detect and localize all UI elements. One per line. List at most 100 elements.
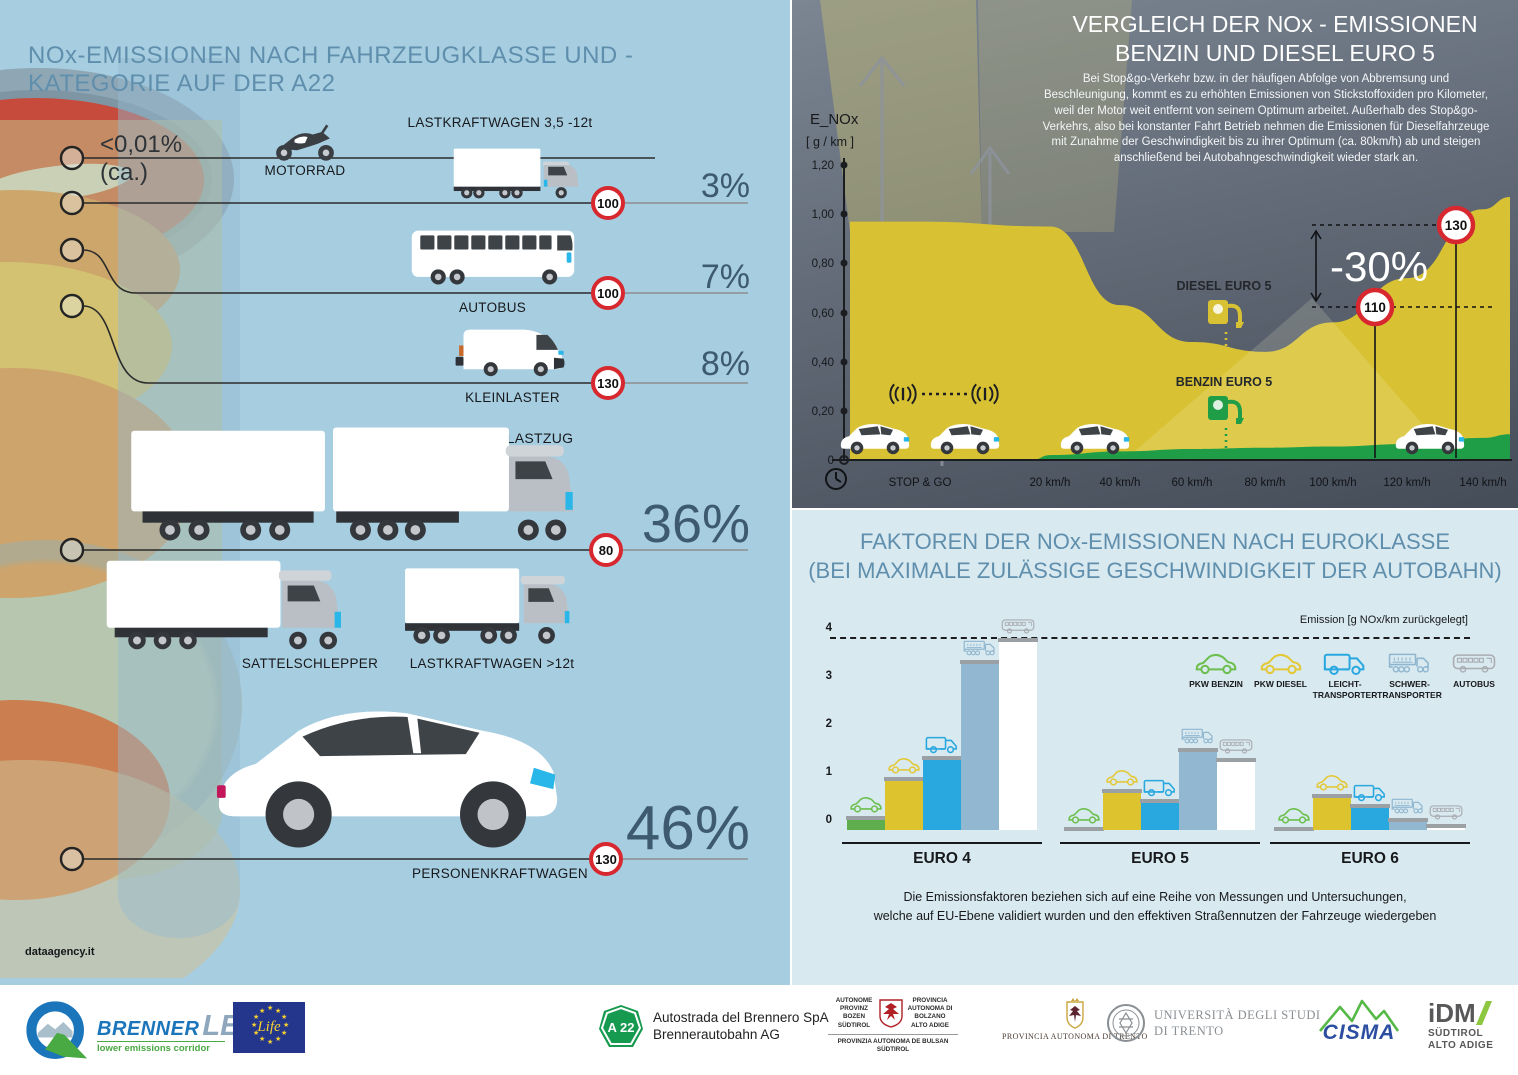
diesel-series-label: DIESEL EURO 5 [1177, 279, 1272, 293]
svg-text:130: 130 [1445, 218, 1468, 233]
svg-text:★: ★ [281, 1013, 287, 1021]
clock-icon [825, 468, 847, 490]
svg-text:★: ★ [253, 1029, 259, 1037]
svg-text:1,20: 1,20 [812, 160, 834, 172]
lastzug-share: 36% [641, 494, 750, 554]
svg-text:120 km/h: 120 km/h [1383, 477, 1430, 489]
svg-text:140 km/h: 140 km/h [1459, 477, 1506, 489]
speed-emission-chart: E_NOx [ g / km ] 1,20 1,00 0,80 0,60 0,4… [806, 0, 1512, 490]
tempolimit-130-sign: 130 [591, 366, 625, 400]
euroclass-factors-panel: FAKTOREN DER NOx-EMISSIONEN NACH EUROKLA… [792, 510, 1518, 985]
factors-axis-note: Emission [g NOx/km zurückgelegt] [1299, 614, 1468, 626]
y-axis-title: E_NOx [810, 111, 859, 128]
bar-schwer-transporter-euro5 [1178, 725, 1218, 830]
factors-legend: PKW BENZIN PKW DIESEL LEICHT-TRANSPORTER… [1184, 650, 1506, 700]
unitn-seal-icon [1107, 1004, 1145, 1042]
cisma-logo: CISMA [1318, 999, 1400, 1045]
brennerlec-logo: BRENNER LEC lower emissions corridor [25, 1000, 260, 1064]
legend-autobus: AUTOBUS [1442, 650, 1506, 700]
x-tick-labels: STOP & GO 20 km/h 40 km/h 60 km/h 80 km/… [889, 477, 1507, 489]
truck-outline-icon [1391, 795, 1425, 817]
tempolimit-100-sign: 100 [591, 186, 625, 220]
svg-text:★: ★ [283, 1021, 289, 1029]
bar-leicht-transporter-euro4 [922, 733, 962, 830]
bar-pkw-diesel-euro6 [1312, 771, 1352, 830]
pkw-label: PERSONENKRAFTWAGEN [412, 866, 588, 881]
bar-pkw-benzin-euro6 [1274, 804, 1314, 832]
svg-text:★: ★ [251, 1021, 257, 1029]
car-outline-icon [1277, 804, 1311, 826]
bus-outline-icon [1429, 801, 1463, 823]
motorrad-share: <0,01% (ca.) [100, 131, 183, 186]
euro5-label: EURO 5 [1131, 850, 1189, 867]
svg-text:★: ★ [259, 1035, 265, 1043]
eu-life-flag-icon: ★ ★★★ ★★★★ ★★★★ Life [233, 1002, 305, 1053]
kleinlaster-share: 8% [700, 345, 750, 383]
svg-text:20 km/h: 20 km/h [1030, 477, 1071, 489]
bus-outline-icon [1001, 615, 1035, 637]
tempolimit-130-sign-2: 130 [589, 842, 623, 876]
car-outline-icon [1105, 766, 1139, 788]
bar-schwer-transporter-euro6 [1388, 795, 1428, 830]
bar-pkw-benzin-euro4 [846, 793, 886, 830]
cisma-mountains-icon [1319, 999, 1400, 1032]
svg-text:★: ★ [259, 1007, 265, 1015]
connector-lines [59, 145, 748, 872]
svg-text:★: ★ [275, 1035, 281, 1043]
svg-text:Life: Life [256, 1019, 281, 1035]
truck-outline-icon [1388, 650, 1432, 676]
diesel-benzin-comparison-panel: E_NOx [ g / km ] 1,20 1,00 0,80 0,60 0,4… [792, 0, 1518, 508]
svg-text:★: ★ [267, 1004, 273, 1012]
lastzug-illustration [131, 427, 574, 541]
pkw-illustration [216, 711, 558, 848]
svg-text:STOP & GO: STOP & GO [889, 477, 952, 489]
svg-text:0,20: 0,20 [812, 406, 834, 418]
svg-text:1,00: 1,00 [812, 209, 834, 221]
factors-title: FAKTOREN DER NOx-EMISSIONEN NACH EUROKLA… [808, 529, 1502, 583]
kleinlaster-illustration [455, 329, 565, 377]
bolzano-crest-icon [879, 999, 903, 1029]
tempolimit-110-sign: 110 [1355, 287, 1395, 327]
car-outline-icon [1194, 650, 1238, 676]
lkw-gross-label: LASTKRAFTWAGEN >12t [409, 656, 575, 671]
sattelschlepper-label: SATTELSCHLEPPER [241, 656, 379, 671]
legend-schwer-transporter: SCHWER-TRANSPORTER [1377, 650, 1442, 700]
bar-autobus-euro4 [998, 615, 1038, 830]
lkw-klein-label: LASTKRAFTWAGEN 3,5 -12t [407, 115, 593, 130]
bar-autobus-euro5 [1216, 735, 1256, 830]
svg-text:100 km/h: 100 km/h [1309, 477, 1356, 489]
bar-pkw-diesel-euro4 [884, 754, 924, 830]
bar-leicht-transporter-euro6 [1350, 781, 1390, 830]
svg-text:0,40: 0,40 [812, 357, 834, 369]
svg-text:0,60: 0,60 [812, 308, 834, 320]
kleinlaster-label: KLEINLASTER [465, 390, 560, 405]
autobus-share: 7% [700, 258, 750, 296]
tempolimit-80-sign: 80 [589, 533, 623, 567]
unitn-logo: UNIVERSITÀ DEGLI STUDI DI TRENTO [1106, 1003, 1321, 1043]
svg-text:★: ★ [253, 1013, 259, 1021]
bar-autobus-euro6 [1426, 801, 1466, 830]
car-outline-icon [1259, 650, 1303, 676]
van-outline-icon [1353, 781, 1387, 803]
stopgo-beam [820, 0, 982, 232]
svg-text:40 km/h: 40 km/h [1100, 477, 1141, 489]
motorrad-illustration [276, 124, 334, 161]
left-panel-title: NOx-EMISSIONEN NACH FAHRZEUGKLASSE UND -… [28, 42, 634, 97]
autobus-illustration [411, 230, 575, 285]
svg-text:★: ★ [267, 1038, 273, 1046]
car-outline-icon [887, 754, 921, 776]
bus-outline-icon [1452, 650, 1496, 676]
bar-schwer-transporter-euro4 [960, 637, 1000, 830]
tempolimit-100-sign-2: 100 [591, 276, 625, 310]
svg-text:80 km/h: 80 km/h [1245, 477, 1286, 489]
bus-outline-icon [1219, 735, 1253, 757]
euro6-label: EURO 6 [1341, 850, 1399, 867]
reduction-annotation: -30% [1330, 243, 1428, 290]
lkw-klein-share: 3% [700, 167, 750, 205]
vehicle-share-panel: NOx-EMISSIONEN NACH FAHRZEUGKLASSE UND -… [0, 0, 790, 985]
diesel-emission-area [850, 196, 1510, 460]
y-tick-labels: 1,20 1,00 0,80 0,60 0,40 0,20 0 [812, 160, 834, 467]
car-outline-icon [849, 793, 883, 815]
car-outline-icon [1067, 804, 1101, 826]
